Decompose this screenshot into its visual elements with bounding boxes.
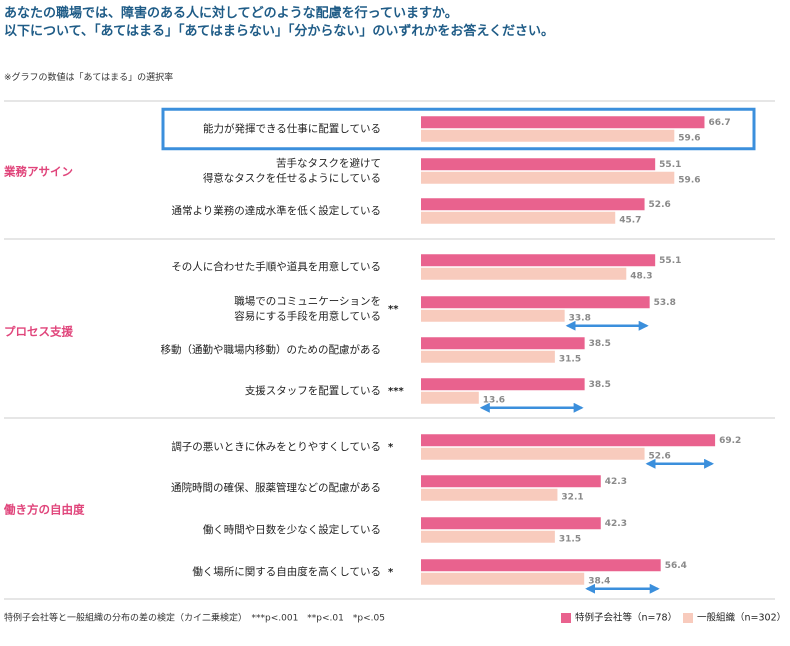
bar-general-organization bbox=[421, 267, 627, 280]
data-label-special-subsidiary: 53.8 bbox=[654, 298, 676, 308]
section-label-1: プロセス支援 bbox=[4, 325, 73, 339]
bar-special-subsidiary bbox=[421, 254, 656, 267]
category-label: 通院時間の確保、服薬管理などの配慮がある bbox=[171, 481, 381, 494]
category-label: 働く時間や日数を少なく設定している bbox=[203, 523, 381, 536]
data-label-special-subsidiary: 38.5 bbox=[589, 339, 611, 349]
category-label: 働く場所に関する自由度を高くしている bbox=[192, 565, 381, 578]
bar-special-subsidiary bbox=[421, 559, 661, 572]
section-label-2: 働き方の自由度 bbox=[3, 503, 85, 517]
bar-special-subsidiary bbox=[421, 378, 585, 391]
data-label-special-subsidiary: 55.1 bbox=[659, 256, 681, 266]
category-label: 支援スタッフを配置している bbox=[245, 384, 381, 397]
data-label-general-organization: 59.6 bbox=[678, 133, 700, 143]
data-label-special-subsidiary: 42.3 bbox=[605, 477, 627, 487]
category-label: 移動（通勤や職場内移動）のための配慮がある bbox=[161, 343, 382, 356]
highlight-box bbox=[161, 107, 756, 151]
data-label-special-subsidiary: 69.2 bbox=[719, 436, 741, 446]
data-label-general-organization: 31.5 bbox=[559, 354, 581, 364]
bar-special-subsidiary bbox=[421, 434, 716, 447]
chart-title: あなたの職場では、障害のある人に対してどのような配慮を行っていますか。 以下につ… bbox=[4, 5, 554, 41]
legend-swatch-general-organization bbox=[683, 613, 693, 623]
bar-general-organization bbox=[421, 391, 479, 404]
data-label-special-subsidiary: 38.5 bbox=[589, 380, 611, 390]
bar-general-organization bbox=[421, 572, 585, 585]
title-line-2: 以下について、「あてはまる」「あてはまらない」「分からない」のいずれかをお答えく… bbox=[4, 24, 555, 39]
category-label: 職場でのコミュニケーションを bbox=[234, 295, 381, 308]
category-label: 通常より業務の達成水準を低く設定している bbox=[172, 204, 381, 217]
category-label: その人に合わせた手順や道具を用意している bbox=[171, 260, 381, 273]
section-label-0: 業務アサイン bbox=[3, 165, 73, 179]
category-label: 調子の悪いときに休みをとりやすくしている bbox=[171, 440, 381, 453]
legend-swatch-special-subsidiary bbox=[561, 613, 571, 623]
data-label-general-organization: 32.1 bbox=[561, 492, 583, 502]
category-label: 容易にする手段を用意している bbox=[234, 310, 381, 323]
data-label-general-organization: 13.6 bbox=[483, 395, 505, 405]
bar-special-subsidiary bbox=[421, 198, 645, 211]
footnote: 特例子会社等と一般組織の分布の差の検定（カイ二乗検定） ***p<.001 **… bbox=[4, 612, 385, 624]
data-label-special-subsidiary: 42.3 bbox=[605, 519, 627, 529]
legend-label-general-organization: 一般組織（n=302） bbox=[697, 612, 786, 624]
bar-general-organization bbox=[421, 350, 555, 363]
bar-general-organization bbox=[421, 129, 675, 142]
data-label-general-organization: 38.4 bbox=[588, 576, 610, 586]
legend-label-special-subsidiary: 特例子会社等（n=78） bbox=[575, 612, 677, 624]
bar-general-organization bbox=[421, 211, 616, 224]
chart-note: ※グラフの数値は「あてはまる」の選択率 bbox=[4, 73, 174, 83]
category-label: 苦手なタスクを避けて bbox=[276, 157, 381, 170]
data-label-special-subsidiary: 66.7 bbox=[708, 118, 730, 128]
data-label-special-subsidiary: 52.6 bbox=[649, 200, 671, 210]
significance-mark: * bbox=[388, 442, 394, 453]
data-label-general-organization: 48.3 bbox=[630, 271, 652, 281]
data-label-special-subsidiary: 56.4 bbox=[665, 561, 687, 571]
data-label-general-organization: 45.7 bbox=[619, 215, 641, 225]
data-label-general-organization: 31.5 bbox=[559, 534, 581, 544]
data-label-general-organization: 59.6 bbox=[678, 175, 700, 185]
data-label-general-organization: 33.8 bbox=[569, 313, 591, 323]
bar-special-subsidiary bbox=[421, 158, 656, 171]
bar-special-subsidiary bbox=[421, 517, 601, 530]
bar-special-subsidiary bbox=[421, 296, 650, 309]
bar-general-organization bbox=[421, 530, 555, 543]
category-label: 得意なタスクを任せるようにしている bbox=[203, 172, 381, 185]
bar-general-organization bbox=[421, 488, 558, 501]
significance-mark: *** bbox=[388, 386, 404, 397]
bar-general-organization bbox=[421, 447, 645, 460]
bar-general-organization bbox=[421, 171, 675, 184]
significance-mark: * bbox=[388, 567, 394, 578]
data-label-special-subsidiary: 55.1 bbox=[659, 160, 681, 170]
data-label-general-organization: 52.6 bbox=[649, 451, 671, 461]
bar-special-subsidiary bbox=[421, 116, 705, 129]
bar-special-subsidiary bbox=[421, 337, 585, 350]
bar-general-organization bbox=[421, 309, 565, 322]
category-label: 能力が発揮できる仕事に配置している bbox=[203, 122, 381, 135]
bar-special-subsidiary bbox=[421, 475, 601, 488]
significance-mark: ** bbox=[388, 304, 399, 315]
title-line-1: あなたの職場では、障害のある人に対してどのような配慮を行っていますか。 bbox=[4, 6, 458, 21]
